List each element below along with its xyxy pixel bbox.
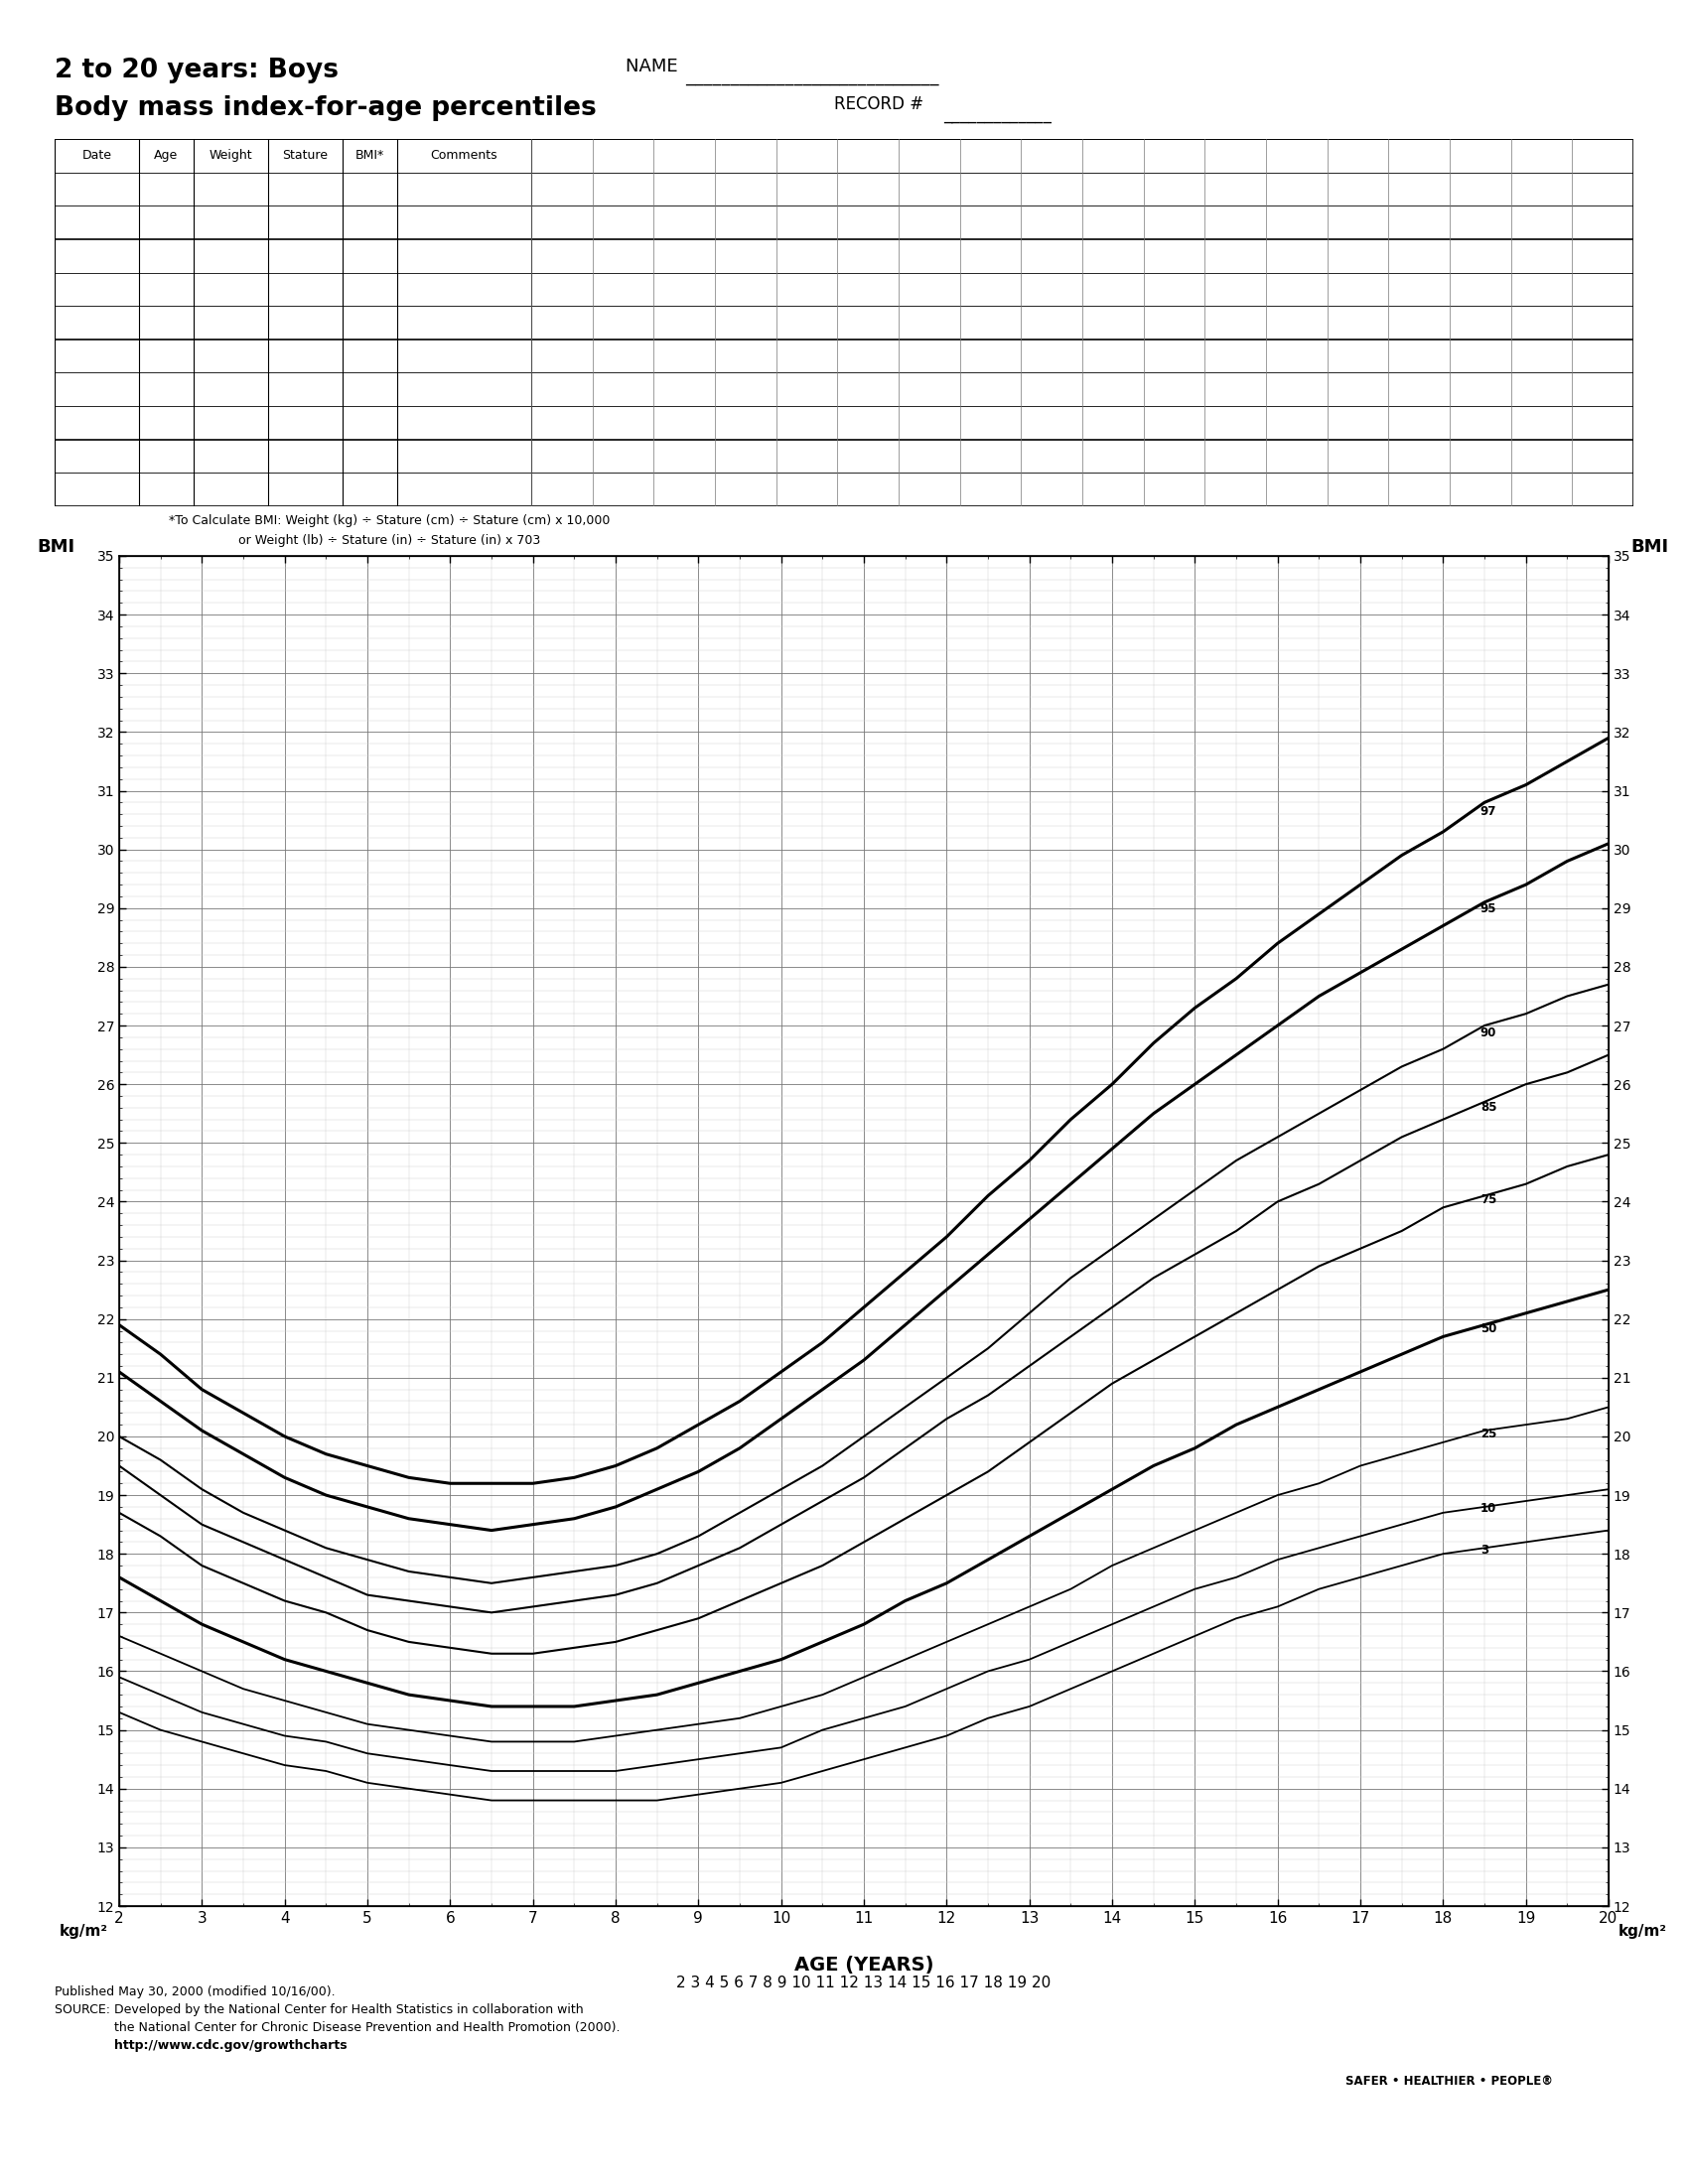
- Text: ____________________________: ____________________________: [685, 68, 939, 85]
- Text: NAME: NAME: [626, 57, 684, 76]
- Text: 90: 90: [1480, 1026, 1497, 1040]
- Text: 3: 3: [1480, 1544, 1489, 1557]
- Text: or Weight (lb) ÷ Stature (in) ÷ Stature (in) x 703: or Weight (lb) ÷ Stature (in) ÷ Stature …: [238, 535, 540, 546]
- Text: Weight: Weight: [209, 149, 253, 162]
- Text: SAFER • HEALTHIER • PEOPLE®: SAFER • HEALTHIER • PEOPLE®: [1345, 2075, 1553, 2088]
- Text: *To Calculate BMI: Weight (kg) ÷ Stature (cm) ÷ Stature (cm) x 10,000: *To Calculate BMI: Weight (kg) ÷ Stature…: [169, 513, 609, 526]
- Text: 85: 85: [1480, 1101, 1497, 1114]
- Text: BMI*: BMI*: [356, 149, 385, 162]
- Text: the National Center for Chronic Disease Prevention and Health Promotion (2000).: the National Center for Chronic Disease …: [115, 2020, 619, 2033]
- Text: RECORD #: RECORD #: [834, 96, 928, 114]
- Text: BMI: BMI: [1631, 537, 1669, 557]
- Text: kg/m²: kg/m²: [1619, 1924, 1668, 1939]
- Text: SOURCE: Developed by the National Center for Health Statistics in collaboration : SOURCE: Developed by the National Center…: [54, 2003, 584, 2016]
- Text: CDC: CDC: [1413, 2001, 1487, 2031]
- Text: kg/m²: kg/m²: [59, 1924, 108, 1939]
- Text: 97: 97: [1480, 806, 1497, 817]
- Text: AGE (YEARS): AGE (YEARS): [793, 1955, 933, 1974]
- Text: Date: Date: [83, 149, 111, 162]
- Text: 2 3 4 5 6 7 8 9 10 11 12 13 14 15 16 17 18 19 20: 2 3 4 5 6 7 8 9 10 11 12 13 14 15 16 17 …: [677, 1977, 1052, 1990]
- Text: 95: 95: [1480, 902, 1497, 915]
- Text: BMI: BMI: [37, 537, 74, 557]
- Text: 50: 50: [1480, 1321, 1497, 1334]
- Text: _____________: _____________: [944, 105, 1052, 122]
- Text: Age: Age: [154, 149, 179, 162]
- Text: 2 to 20 years: Boys: 2 to 20 years: Boys: [54, 57, 339, 83]
- Text: 10: 10: [1480, 1503, 1497, 1516]
- Text: http://www.cdc.gov/growthcharts: http://www.cdc.gov/growthcharts: [115, 2040, 348, 2053]
- Text: Stature: Stature: [282, 149, 327, 162]
- Text: Body mass index-for-age percentiles: Body mass index-for-age percentiles: [54, 96, 596, 120]
- Text: 75: 75: [1480, 1192, 1497, 1206]
- Text: Published May 30, 2000 (modified 10/16/00).: Published May 30, 2000 (modified 10/16/0…: [54, 1985, 336, 1998]
- Text: 25: 25: [1480, 1428, 1497, 1441]
- Text: Comments: Comments: [430, 149, 498, 162]
